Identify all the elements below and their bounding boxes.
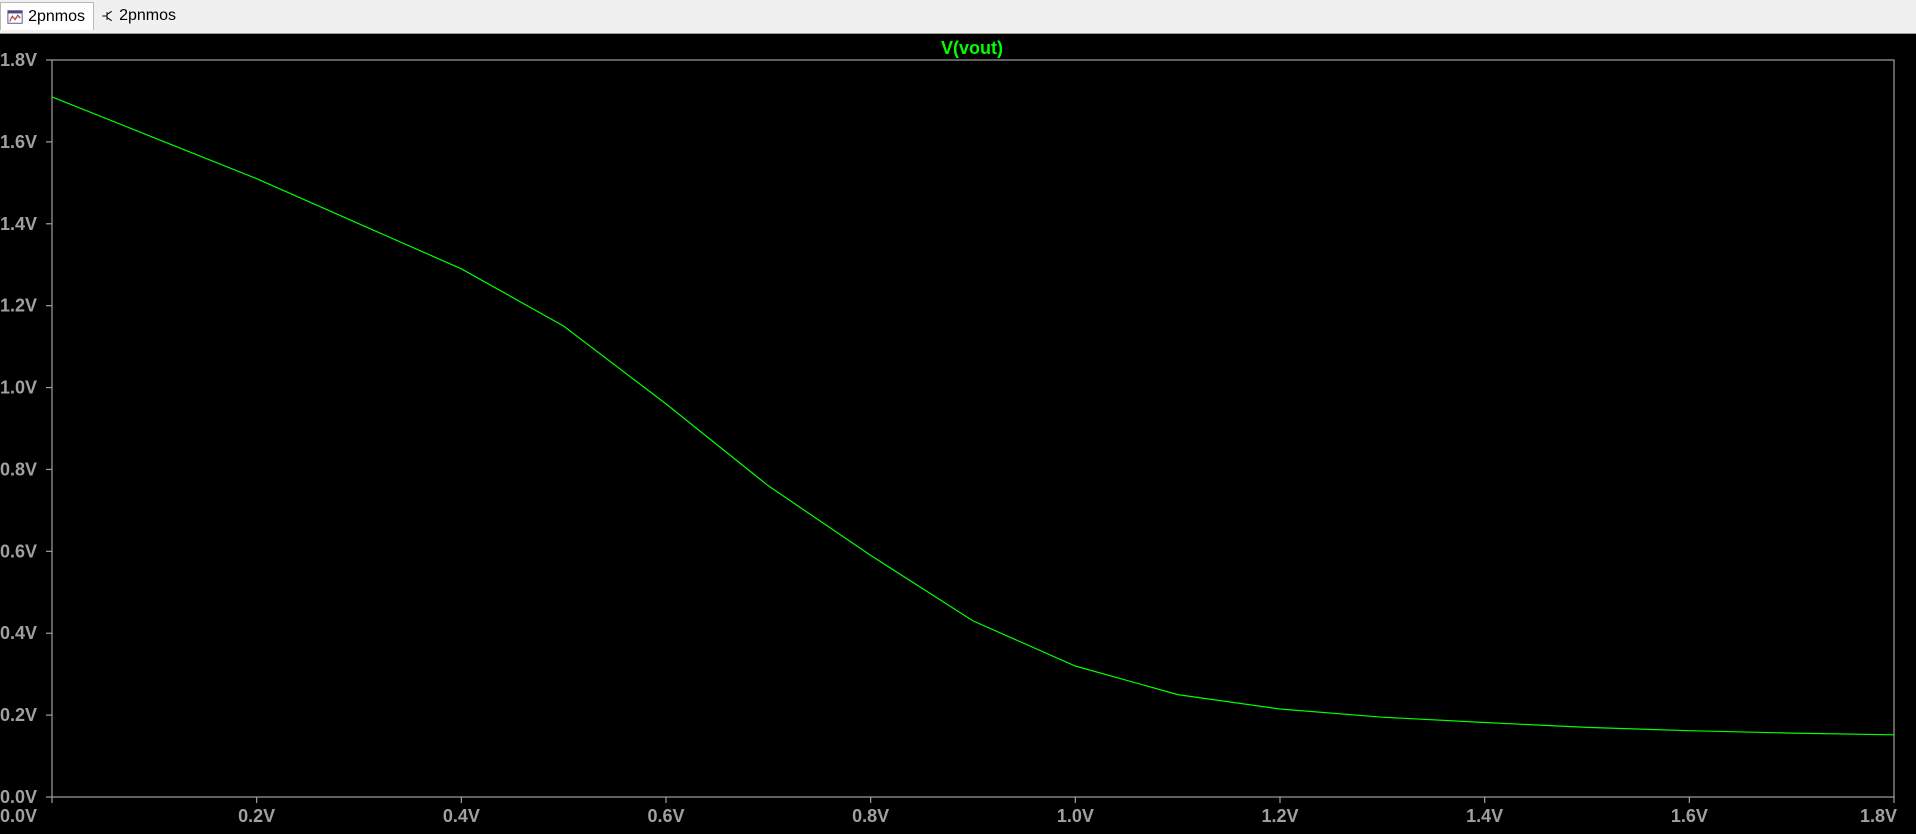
y-tick-label: 1.2V	[0, 296, 37, 316]
x-tick-label: 0.0V	[0, 806, 37, 826]
x-tick-label: 1.2V	[1261, 806, 1298, 826]
x-tick-label: 0.2V	[238, 806, 275, 826]
x-tick-label: 1.0V	[1057, 806, 1094, 826]
tab-waveform-label: 2pnmos	[28, 7, 85, 25]
y-tick-label: 0.6V	[0, 541, 37, 561]
x-tick-label: 0.6V	[647, 806, 684, 826]
y-tick-label: 1.6V	[0, 132, 37, 152]
tab-bar: 2pnmos 2pnmos	[0, 0, 1916, 34]
y-tick-label: 0.8V	[0, 459, 37, 479]
plot-title[interactable]: V(vout)	[941, 38, 1003, 58]
x-tick-label: 1.4V	[1466, 806, 1503, 826]
y-tick-label: 1.4V	[0, 214, 37, 234]
schematic-icon	[102, 10, 113, 22]
plot-frame	[51, 59, 1895, 798]
series-line-vout[interactable]	[51, 96, 1895, 736]
y-tick-label: 0.2V	[0, 705, 37, 725]
waveform-icon	[7, 9, 23, 24]
x-tick-label: 1.8V	[1860, 806, 1897, 826]
plot-axes: 0.0V 0.2V 0.4V 0.6V 0.8V 1.0V 1.2V 1.4V 1.6V 1.8V…	[0, 50, 1897, 826]
waveform-plot[interactable]: 0.0V 0.2V 0.4V 0.6V 0.8V 1.0V 1.2V 1.4V 1.6V 1.8V…	[0, 34, 1897, 834]
y-tick-label: 1.0V	[0, 378, 37, 398]
tab-schematic-label: 2pnmos	[119, 7, 176, 24]
plot-series	[51, 96, 1895, 736]
y-tick-label: 0.0V	[0, 787, 37, 807]
tab-schematic[interactable]: 2pnmos	[94, 2, 184, 30]
x-tick-label: 1.6V	[1671, 806, 1708, 826]
y-tick-label: 1.8V	[0, 50, 37, 70]
x-tick-label: 0.8V	[852, 806, 889, 826]
y-tick-label: 0.4V	[0, 623, 37, 643]
x-tick-label: 0.4V	[443, 806, 480, 826]
plot-right-margin	[1897, 34, 1916, 834]
tab-waveform[interactable]: 2pnmos	[0, 2, 94, 30]
